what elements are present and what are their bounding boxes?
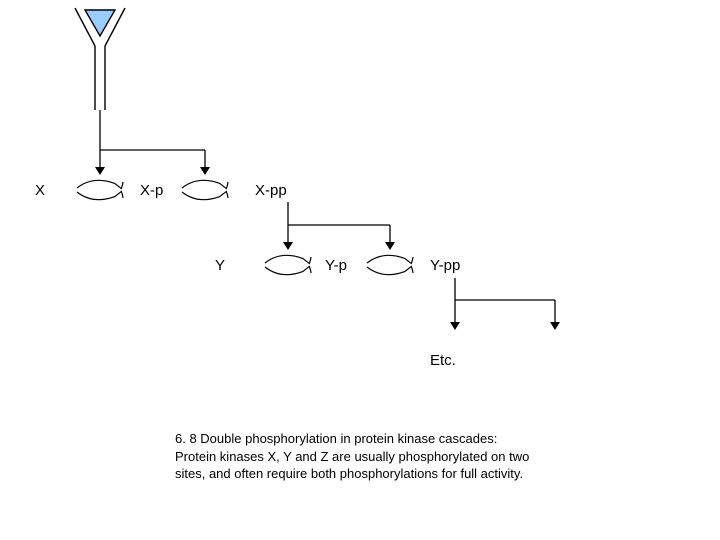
receptor-ligand [85,10,115,36]
arrow-head-icon [95,167,105,175]
enzyme-bottom-jaw [77,191,123,199]
enzyme-top-jaw [265,255,311,263]
figure-caption: 6. 8 Double phosphorylation in protein k… [175,430,575,483]
enzyme-top-jaw [367,255,413,263]
kinase-label: Y-pp [430,257,460,274]
arrow-head-icon [450,322,460,330]
arrow-head-icon [283,242,293,250]
kinase-label: X-p [140,182,163,199]
kinase-label: Y-p [325,257,347,274]
arrow-head-icon [200,167,210,175]
kinase-label: X-pp [255,182,287,199]
arrow-head-icon [550,322,560,330]
kinase-label: X [35,182,45,199]
enzyme-bottom-jaw [265,266,311,274]
kinase-label: Etc. [430,352,456,369]
enzyme-bottom-jaw [182,191,228,199]
enzyme-top-jaw [182,180,228,188]
arrow-head-icon [385,242,395,250]
enzyme-bottom-jaw [367,266,413,274]
enzyme-top-jaw [77,180,123,188]
kinase-label: Y [215,257,225,274]
